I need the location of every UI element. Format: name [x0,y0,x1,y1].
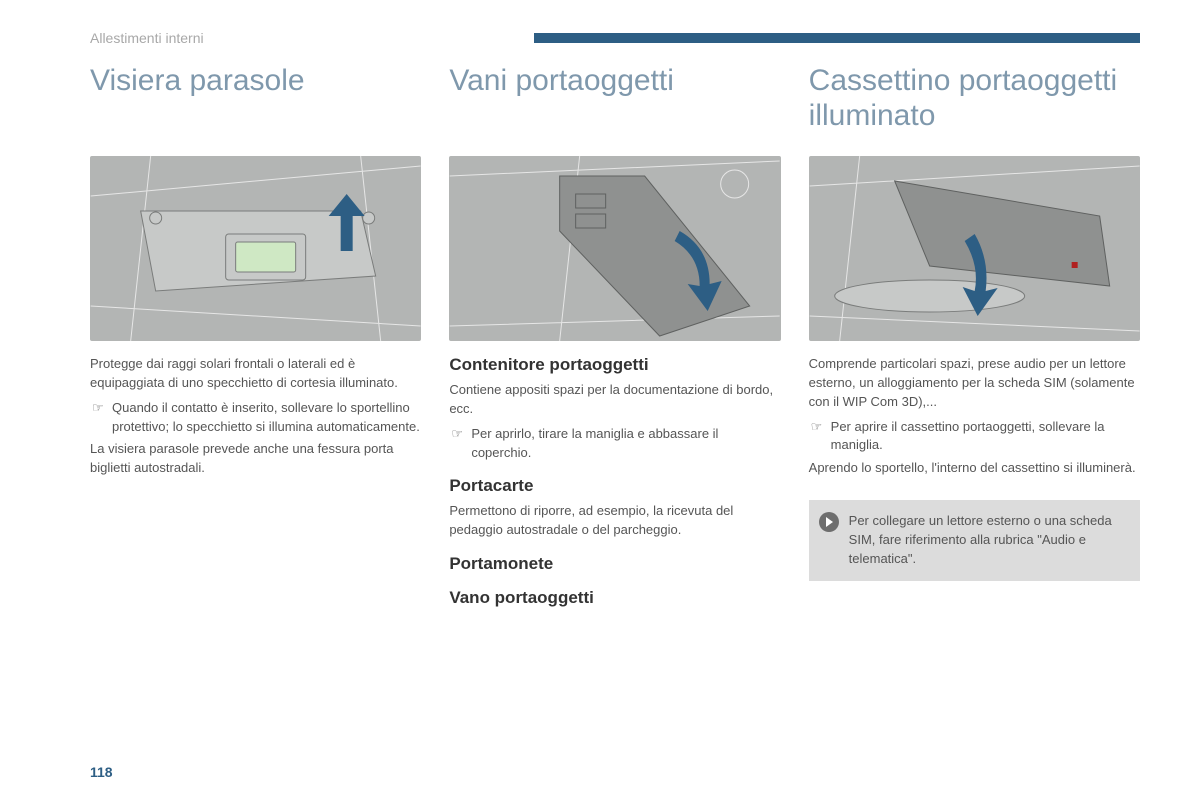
info-icon [819,512,839,532]
illustration-storage [449,156,780,341]
illustration-glovebox [809,156,1140,341]
col1-bullet-1-text: Quando il contatto è inserito, sollevare… [112,399,421,437]
col1-paragraph-2: La visiera parasole prevede anche una fe… [90,440,421,478]
col3-title: Cassettino portaoggetti illuminato [809,64,1140,136]
content-columns: Visiera parasole Protegge dai raggi sola… [90,64,1140,614]
bullet-glyph-icon: ☞ [90,399,112,437]
col2-sub1-text: Contiene appositi spazi per la documenta… [449,381,780,419]
page-number: 118 [90,764,113,780]
col2-sub4: Vano portaoggetti [449,588,780,608]
info-note: Per collegare un lettore esterno o una s… [809,500,1140,581]
col2-sub3: Portamonete [449,554,780,574]
bullet-glyph-icon: ☞ [449,425,471,463]
col2-bullet-1: ☞ Per aprirlo, tirare la maniglia e abba… [449,425,780,463]
col3-bullet-1-text: Per aprire il cassettino portaoggetti, s… [831,418,1140,456]
col1-title: Visiera parasole [90,64,421,136]
col2-title: Vani portaoggetti [449,64,780,136]
col3-paragraph-1: Comprende particolari spazi, prese audio… [809,355,1140,412]
col3-paragraph-2: Aprendo lo sportello, l'interno del cass… [809,459,1140,478]
column-visiera: Visiera parasole Protegge dai raggi sola… [90,64,421,614]
column-cassettino: Cassettino portaoggetti illuminato Compr… [809,64,1140,614]
breadcrumb: Allestimenti interni [90,30,204,46]
col2-bullet-1-text: Per aprirlo, tirare la maniglia e abbass… [471,425,780,463]
col2-sub2-text: Permettono di riporre, ad esempio, la ri… [449,502,780,540]
bullet-glyph-icon: ☞ [809,418,831,456]
col2-sub2: Portacarte [449,476,780,496]
page-header: Allestimenti interni [90,30,1140,46]
info-note-text: Per collegare un lettore esterno o una s… [849,512,1126,569]
illustration-sun-visor [90,156,421,341]
col1-paragraph-1: Protegge dai raggi solari frontali o lat… [90,355,421,393]
column-vani: Vani portaoggetti Contenitore portaogget… [449,64,780,614]
col2-sub1: Contenitore portaoggetti [449,355,780,375]
col1-bullet-1: ☞ Quando il contatto è inserito, solleva… [90,399,421,437]
header-accent-bar [534,33,1140,43]
col3-bullet-1: ☞ Per aprire il cassettino portaoggetti,… [809,418,1140,456]
